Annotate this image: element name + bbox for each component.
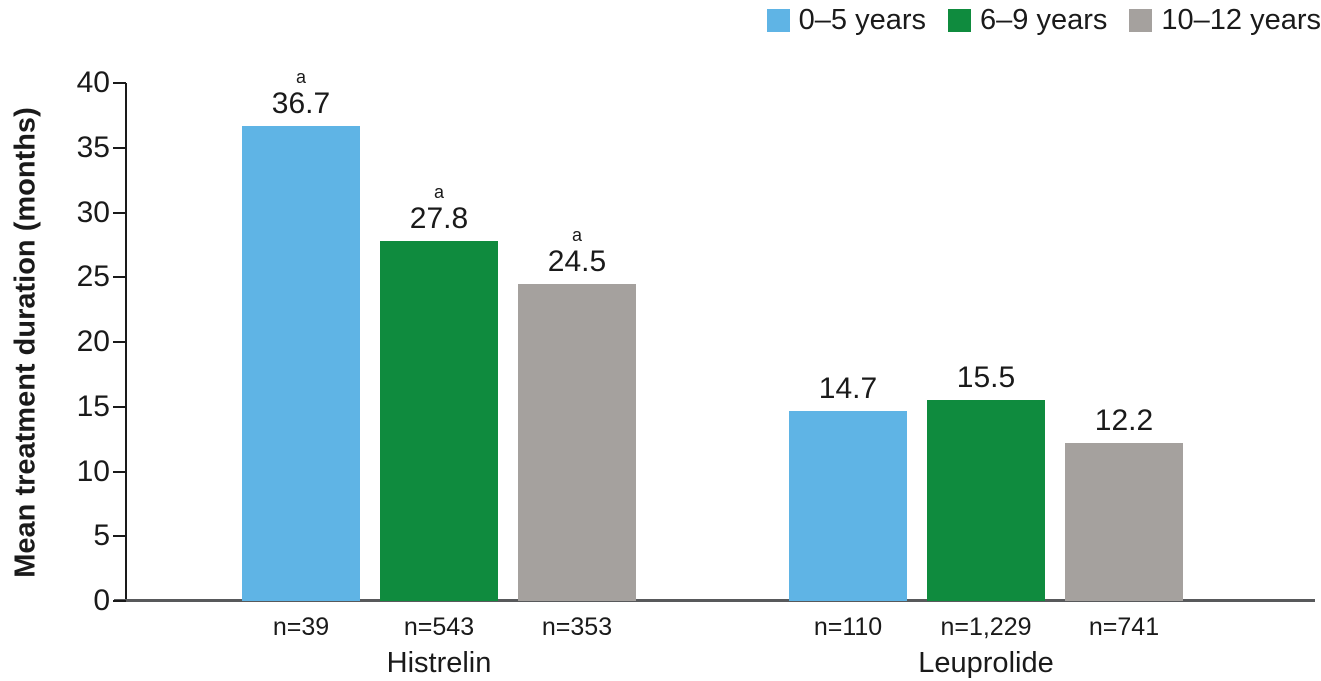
y-tick-label: 40 [76, 66, 110, 99]
x-axis-baseline [114, 599, 1315, 602]
value-label-leuprolide-0-5-years: 14.7 [749, 372, 947, 405]
y-tick-label: 10 [76, 454, 110, 488]
y-tick-label: 30 [76, 195, 110, 229]
legend-swatch-icon [1129, 9, 1153, 32]
value-text: 12.2 [1094, 404, 1154, 438]
chart-legend: 0–5 years 6–9 years 10–12 years [766, 4, 1321, 36]
y-tick-label: 25 [76, 260, 110, 294]
group-label-leuprolide: Leuprolide [918, 647, 1054, 679]
footnote-marker: a [295, 66, 306, 87]
y-tick-mark [113, 211, 126, 214]
plot-area: a 36.7 a 27.8 a 24.5 14.7 15.5 12.2 [126, 67, 1315, 601]
value-label-histrelin-10-12-years: a 24.5 [478, 224, 676, 278]
y-tick-label: 35 [76, 130, 110, 164]
legend-item-10-12-years: 10–12 years [1129, 6, 1321, 35]
y-tick-mark [113, 600, 126, 602]
bar-leuprolide-0-5-years [789, 410, 907, 601]
n-count-label: n=741 [1088, 613, 1160, 641]
n-count-label: n=543 [403, 613, 475, 641]
legend-label: 0–5 years [798, 4, 927, 36]
value-label-histrelin-0-5-years: a 36.7 [202, 66, 400, 120]
legend-label: 6–9 years [980, 4, 1108, 36]
y-tick-mark [113, 82, 126, 84]
y-tick-label: 20 [76, 325, 110, 358]
y-tick-label: 15 [76, 389, 110, 423]
value-text: 14.7 [818, 371, 878, 405]
y-tick-mark [113, 341, 126, 343]
bar-leuprolide-10-12-years [1065, 443, 1183, 601]
value-label-leuprolide-6-9-years: 15.5 [887, 361, 1085, 394]
y-tick-mark [113, 535, 126, 538]
y-tick-mark [113, 470, 126, 473]
n-count-label: n=39 [272, 613, 330, 641]
value-label-leuprolide-10-12-years: 12.2 [1025, 404, 1223, 437]
legend-label: 10–12 years [1161, 4, 1321, 36]
y-tick-label: 5 [93, 519, 110, 553]
y-tick-mark [113, 405, 126, 408]
legend-swatch-icon [948, 9, 972, 32]
n-count-label: n=353 [541, 613, 613, 641]
y-tick-mark [113, 146, 126, 149]
value-text: 36.7 [271, 86, 331, 120]
n-count-label: n=1,229 [940, 613, 1032, 641]
value-text: 24.5 [547, 244, 607, 278]
bar-histrelin-6-9-years [380, 241, 498, 601]
y-tick-label: 0 [93, 584, 110, 617]
footnote-marker: a [571, 224, 582, 245]
footnote-marker: a [433, 182, 444, 202]
bar-histrelin-10-12-years [518, 283, 636, 601]
y-tick-mark [113, 276, 126, 279]
legend-item-6-9-years: 6–9 years [948, 6, 1107, 35]
bar-histrelin-0-5-years [242, 125, 360, 601]
bar-leuprolide-6-9-years [927, 400, 1045, 601]
value-text: 27.8 [409, 202, 469, 235]
value-label-histrelin-6-9-years: a 27.8 [340, 182, 538, 236]
value-text: 15.5 [956, 361, 1016, 395]
n-count-label: n=110 [813, 613, 883, 641]
legend-swatch-icon [766, 9, 790, 32]
y-axis-line [125, 83, 127, 601]
group-label-histrelin: Histrelin [386, 647, 492, 679]
legend-item-0-5-years: 0–5 years [766, 4, 927, 36]
